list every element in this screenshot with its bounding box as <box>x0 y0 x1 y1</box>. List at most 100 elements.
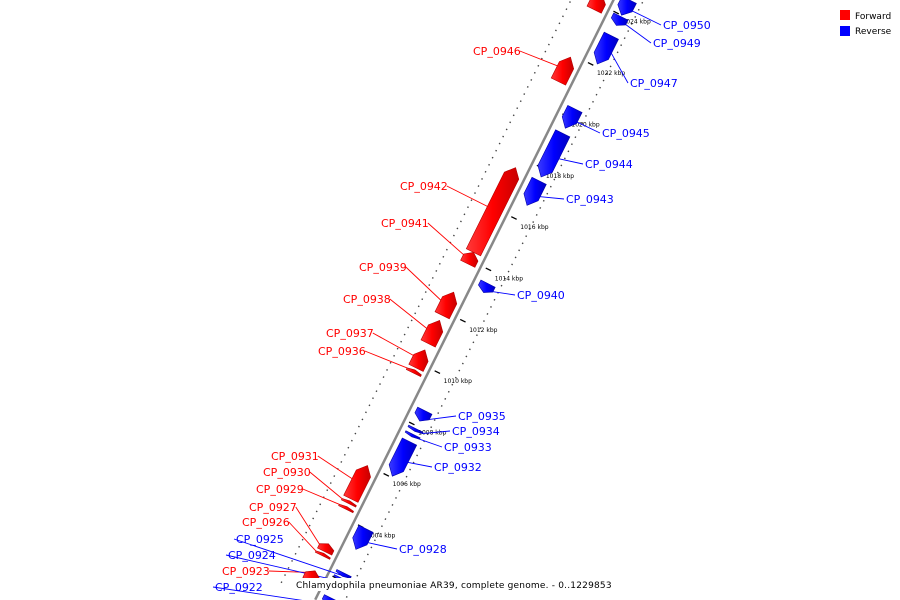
leader-line <box>407 462 433 468</box>
gene-arrow[interactable] <box>414 406 433 422</box>
gene-arrow[interactable] <box>465 167 520 257</box>
gene-label[interactable]: CP_0933 <box>444 441 492 454</box>
legend-forward-label: Forward <box>855 12 891 22</box>
gene-arrow[interactable] <box>388 437 418 477</box>
gene-label[interactable]: CP_0943 <box>566 193 614 206</box>
leader-line <box>317 455 353 479</box>
tick-label: 1016 kbp <box>520 224 548 231</box>
gene-label[interactable]: CP_0932 <box>434 461 482 474</box>
gene-arrow[interactable] <box>404 430 421 440</box>
leader-line <box>558 158 584 165</box>
tick-label: 1014 kbp <box>495 276 523 283</box>
leader-line <box>446 185 488 207</box>
leader-line <box>364 350 408 369</box>
tick-label: 1024 kbp <box>622 19 650 26</box>
gene-label[interactable]: CP_0934 <box>452 425 500 438</box>
gene-label[interactable]: CP_0941 <box>381 217 429 230</box>
gene-label[interactable]: CP_0949 <box>653 37 701 50</box>
tick-mark <box>613 10 620 15</box>
leader-line <box>540 196 565 200</box>
gene-label[interactable]: CP_0950 <box>663 19 711 32</box>
gene-label[interactable]: CP_0930 <box>263 466 311 479</box>
leader-line <box>295 506 320 545</box>
gene-arrow[interactable] <box>561 104 583 129</box>
leader-line <box>233 538 351 579</box>
gene-arrow[interactable] <box>610 12 629 26</box>
leader-line <box>372 332 414 356</box>
leader-line <box>429 415 457 420</box>
gene-label[interactable]: CP_0931 <box>271 450 319 463</box>
gene-arrow[interactable] <box>434 291 458 320</box>
gene-label[interactable]: CP_0924 <box>228 549 276 562</box>
genome-backbone <box>314 0 615 600</box>
forward-guide-line <box>280 0 572 584</box>
tick-label: 1020 kbp <box>571 121 599 128</box>
tick-label: 1006 kbp <box>393 481 421 488</box>
gene-arrow[interactable] <box>338 503 354 514</box>
gene-label[interactable]: CP_0946 <box>473 45 521 58</box>
gene-label[interactable]: CP_0923 <box>222 565 270 578</box>
leader-line <box>577 121 601 134</box>
tick-mark <box>383 472 390 477</box>
tick-label: 1004 kbp <box>367 532 395 539</box>
gene-arrow[interactable] <box>537 129 571 178</box>
gene-label[interactable]: CP_0925 <box>236 533 284 546</box>
gene-arrow[interactable] <box>420 319 444 348</box>
leader-line <box>427 222 464 255</box>
leader-line <box>309 471 343 499</box>
leader-line <box>212 586 303 600</box>
gene-label[interactable]: CP_0942 <box>400 180 448 193</box>
gene-label[interactable]: CP_0937 <box>326 327 374 340</box>
leader-line <box>611 53 629 84</box>
leader-line <box>419 438 443 448</box>
gene-arrow[interactable] <box>405 367 422 378</box>
gene-arrow[interactable] <box>352 524 374 550</box>
gene-arrow[interactable] <box>340 498 357 508</box>
gene-label[interactable]: CP_0928 <box>399 543 447 556</box>
gene-label[interactable]: CP_0927 <box>249 501 297 514</box>
gene-arrow[interactable] <box>523 176 547 206</box>
gene-label[interactable]: CP_0944 <box>585 158 633 171</box>
tick-mark <box>485 267 492 272</box>
tick-label: 1018 kbp <box>546 173 574 180</box>
gene-arrow[interactable] <box>460 251 479 268</box>
tick-label: 1010 kbp <box>444 378 472 385</box>
gene-arrow[interactable] <box>314 550 331 560</box>
gene-label[interactable]: CP_0926 <box>242 516 290 529</box>
caption-background <box>294 578 606 591</box>
reverse-guide-line <box>344 0 645 600</box>
gene-label[interactable]: CP_0935 <box>458 410 506 423</box>
gene-arrow[interactable] <box>407 424 424 435</box>
tick-mark <box>408 421 415 426</box>
gene-arrow[interactable] <box>317 543 335 556</box>
gene-label[interactable]: CP_0940 <box>517 289 565 302</box>
leader-line <box>368 542 398 550</box>
leader-line <box>519 50 558 67</box>
gene-arrows <box>302 0 637 600</box>
gene-arrow[interactable] <box>478 279 496 293</box>
gene-arrow[interactable] <box>593 31 619 65</box>
dotted-guides <box>280 0 645 600</box>
gene-label[interactable]: CP_0936 <box>318 345 366 358</box>
gene-label[interactable]: CP_0939 <box>359 261 407 274</box>
leader-line <box>405 266 442 301</box>
gene-label[interactable]: CP_0929 <box>256 483 304 496</box>
gene-arrow[interactable] <box>343 465 371 503</box>
gene-arrow[interactable] <box>617 0 637 16</box>
tick-mark <box>587 62 594 66</box>
gene-arrow[interactable] <box>586 0 606 14</box>
gene-label[interactable]: CP_0922 <box>215 581 263 594</box>
gene-label[interactable]: CP_0938 <box>343 293 391 306</box>
gene-arrow[interactable] <box>321 594 339 600</box>
leader-line <box>625 24 652 44</box>
gene-arrow[interactable] <box>408 349 429 372</box>
tick-mark <box>459 318 466 323</box>
tick-label: 1008 kbp <box>418 430 446 437</box>
tick-mark <box>434 370 441 375</box>
gene-label[interactable]: CP_0947 <box>630 77 678 90</box>
gene-arrow[interactable] <box>550 56 575 86</box>
gene-label[interactable]: CP_0945 <box>602 127 650 140</box>
leader-line <box>389 298 427 329</box>
leader-line <box>422 430 451 435</box>
